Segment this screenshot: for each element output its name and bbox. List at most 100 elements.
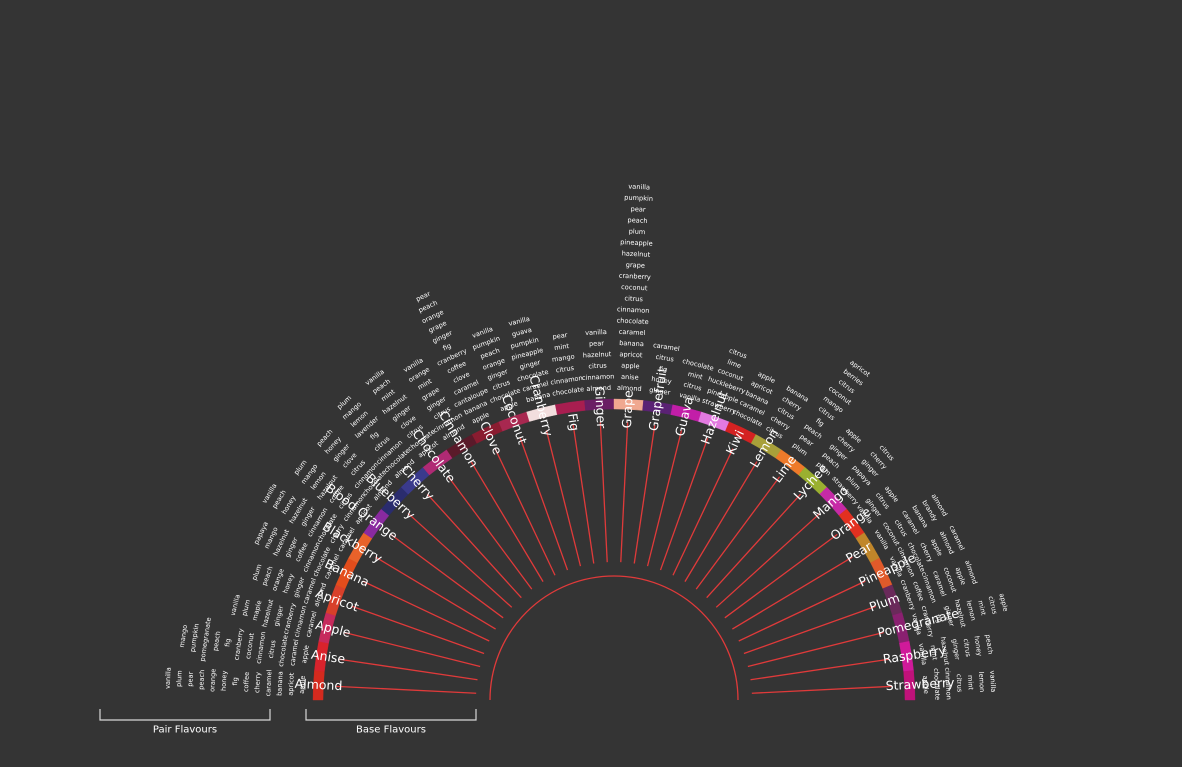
pair-flavour-label: caramel — [264, 669, 273, 696]
pair-flavour-label: cinnamon — [617, 305, 650, 315]
pair-flavour-label: mint — [687, 370, 704, 382]
pair-flavour-label: apple — [298, 675, 307, 694]
pair-flavour-label: almond — [586, 384, 611, 393]
pair-flavour-label: coffee — [242, 672, 251, 693]
pair-flavour-label: citrus — [655, 353, 675, 364]
spoke — [659, 438, 709, 571]
pair-flavour-label: lemon — [977, 671, 986, 692]
ring-segment — [555, 400, 586, 415]
pair-flavour-label: pear — [186, 671, 195, 687]
pair-flavour-label: fig — [933, 614, 943, 624]
spoke — [545, 430, 582, 567]
pair-flavour-label: peach — [211, 631, 222, 652]
base-flavour-label: Strawberry — [885, 675, 955, 693]
pair-flavour-label: mint — [929, 645, 939, 661]
pair-flavour-label: mango — [551, 353, 575, 364]
pair-flavour-label: grape — [626, 261, 646, 270]
pair-flavour-label: banana — [275, 671, 284, 696]
spoke — [747, 631, 884, 668]
pair-flavour-label: pear — [589, 339, 605, 348]
pair-flavour-label: orange — [208, 669, 217, 693]
spoke — [743, 605, 876, 655]
legend: Pair Flavours Base Flavours — [99, 709, 477, 735]
spoke — [338, 658, 478, 681]
pair-flavour-label: apple — [300, 645, 311, 664]
base-flavour-label: Anise — [310, 647, 346, 667]
pair-flavour-label: mint — [966, 675, 975, 691]
pair-flavour-label: peach — [627, 216, 647, 225]
pair-flavour-label: apricot — [619, 350, 643, 359]
pair-flavour-label: apple — [621, 362, 640, 371]
pair-flavour-label: caramel — [288, 639, 300, 667]
pair-flavour-label: peach — [984, 634, 995, 655]
spoke — [407, 512, 513, 608]
spoke — [375, 556, 496, 630]
base-flavour-label: Grape — [619, 390, 636, 429]
spoke — [738, 580, 866, 642]
pair-flavour-label: citrus — [624, 294, 643, 303]
pair-flavour-label: cinnamon — [582, 372, 615, 382]
pair-flavour-label: plum — [240, 599, 252, 617]
pair-flavour-label: pear — [630, 205, 646, 214]
spoke — [426, 493, 522, 599]
pair-flavour-label: mint — [976, 600, 988, 617]
spoke — [751, 685, 892, 694]
inner-arc-layer — [489, 575, 739, 701]
pair-flavour-label: pineapple — [620, 238, 653, 248]
pair-flavour-label: fig — [658, 365, 667, 374]
spoke — [572, 424, 595, 564]
pair-flavour-label: vanilla — [917, 643, 928, 666]
spoke — [470, 461, 544, 582]
spoke — [620, 422, 629, 563]
pair-flavours-label: Pair Flavours — [153, 724, 217, 735]
pair-flavour-label: guava — [511, 326, 533, 339]
spoke — [672, 448, 734, 576]
pair-flavour-label: peach — [197, 670, 206, 690]
pair-flavour-label: hazelnut — [621, 249, 650, 258]
pair-flavour-label: apple — [921, 675, 930, 694]
spoke — [750, 658, 890, 681]
pair-flavour-label: vanilla — [585, 328, 607, 337]
pair-flavour-label: maple — [251, 600, 264, 622]
spoke — [724, 533, 838, 619]
pair-flavour-label: chocolate — [681, 357, 714, 373]
pair-flavour-label: cinnamon — [255, 631, 268, 664]
spoke — [706, 493, 802, 599]
pair-flavour-label: pumpkin — [624, 194, 653, 203]
pair-flavour-label: cherry — [253, 672, 262, 694]
pair-flavour-label: fig — [369, 430, 381, 442]
pair-flavour-label: plum — [629, 227, 646, 236]
pair-flavour-label: lime — [726, 358, 742, 370]
spoke — [715, 512, 821, 608]
pair-flavours-bracket — [99, 709, 271, 721]
pair-flavour-label: coconut — [244, 632, 256, 660]
pair-flavour-label: anise — [621, 373, 639, 382]
pair-flavour-labels: appleapricotbananacaramelcherrycoffeefig… — [164, 182, 1010, 700]
pair-flavour-label: caramel — [619, 328, 646, 337]
pair-flavour-label: citrus — [955, 674, 964, 693]
spoke — [362, 580, 490, 642]
pair-flavour-label: apple — [997, 593, 1009, 613]
pair-flavour-label: citrus — [555, 364, 575, 375]
spoke — [695, 476, 781, 590]
spoke — [633, 424, 656, 564]
inner-arc — [489, 575, 739, 701]
pair-flavour-label: cranberry — [233, 628, 246, 661]
spoke — [447, 476, 533, 590]
pair-flavour-label: citrus — [588, 362, 607, 371]
pair-flavour-label: citrus — [987, 595, 999, 615]
pair-flavour-label: cinnamon — [943, 667, 953, 700]
spoke — [494, 448, 556, 576]
pair-flavour-label: vanilla — [164, 667, 173, 689]
pair-flavour-label: apricot — [287, 672, 296, 696]
pair-flavour-label: pear — [552, 331, 568, 341]
pair-flavour-label: mango — [178, 624, 189, 648]
pair-flavour-label: coconut — [621, 283, 648, 292]
spoke — [684, 461, 758, 582]
pair-flavour-label: honey — [651, 375, 672, 386]
pair-flavour-label: fig — [223, 638, 232, 647]
pair-flavour-label: almond — [617, 384, 642, 393]
base-flavour-label: Fig — [565, 412, 582, 432]
pair-flavour-label: chocolate — [277, 635, 290, 668]
